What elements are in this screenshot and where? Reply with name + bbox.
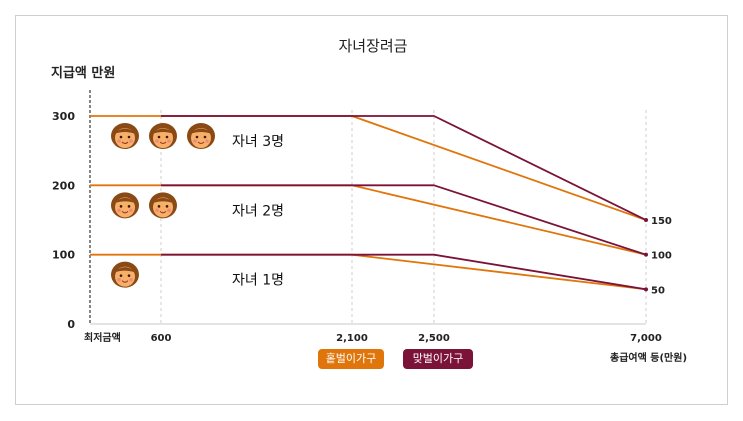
x-tick-label: 600 xyxy=(151,333,172,344)
end-value-label: 100 xyxy=(651,251,672,262)
end-value-label: 50 xyxy=(651,285,665,296)
x-tick-label: 최저금액 xyxy=(84,331,121,344)
x-tick-label: 2,500 xyxy=(418,333,450,344)
chart-title: 자녀장려금 xyxy=(338,37,407,55)
dual-income-line-3-child xyxy=(161,115,647,221)
end-point xyxy=(644,252,648,257)
end-value-label: 150 xyxy=(651,216,672,227)
child-face-icon xyxy=(187,123,215,149)
y-tick-label: 0 xyxy=(67,318,75,331)
end-point xyxy=(644,287,648,292)
group-label: 자녀 1명 xyxy=(232,273,284,289)
group-label: 자녀 2명 xyxy=(232,203,284,219)
y-tick-label: 200 xyxy=(52,179,75,192)
single-income-line-1-child xyxy=(90,253,647,291)
child-face-icon xyxy=(149,192,177,219)
child-face-icon xyxy=(111,261,139,288)
x-axis-label: 총급여액 등(만원) xyxy=(610,351,687,364)
dual-income-line-1-child xyxy=(161,253,647,291)
y-tick-label: 300 xyxy=(52,110,75,123)
child-face-icon xyxy=(111,192,139,219)
group-label: 자녀 3명 xyxy=(232,134,284,150)
x-tick-label: 7,000 xyxy=(630,333,662,344)
dual-income-line-2-child xyxy=(161,184,647,256)
legend-single-income: 홑벌이가구 xyxy=(318,349,384,369)
y-tick-label: 100 xyxy=(52,249,75,262)
end-point xyxy=(644,218,648,222)
single-income-line-2-child xyxy=(90,184,647,256)
x-tick-label: 2,100 xyxy=(336,333,368,344)
child-face-icon xyxy=(149,123,177,149)
legend-dual-income: 맞벌이가구 xyxy=(403,349,473,369)
child-face-icon xyxy=(111,123,139,149)
y-axis-label: 지급액 만원 xyxy=(51,65,115,81)
